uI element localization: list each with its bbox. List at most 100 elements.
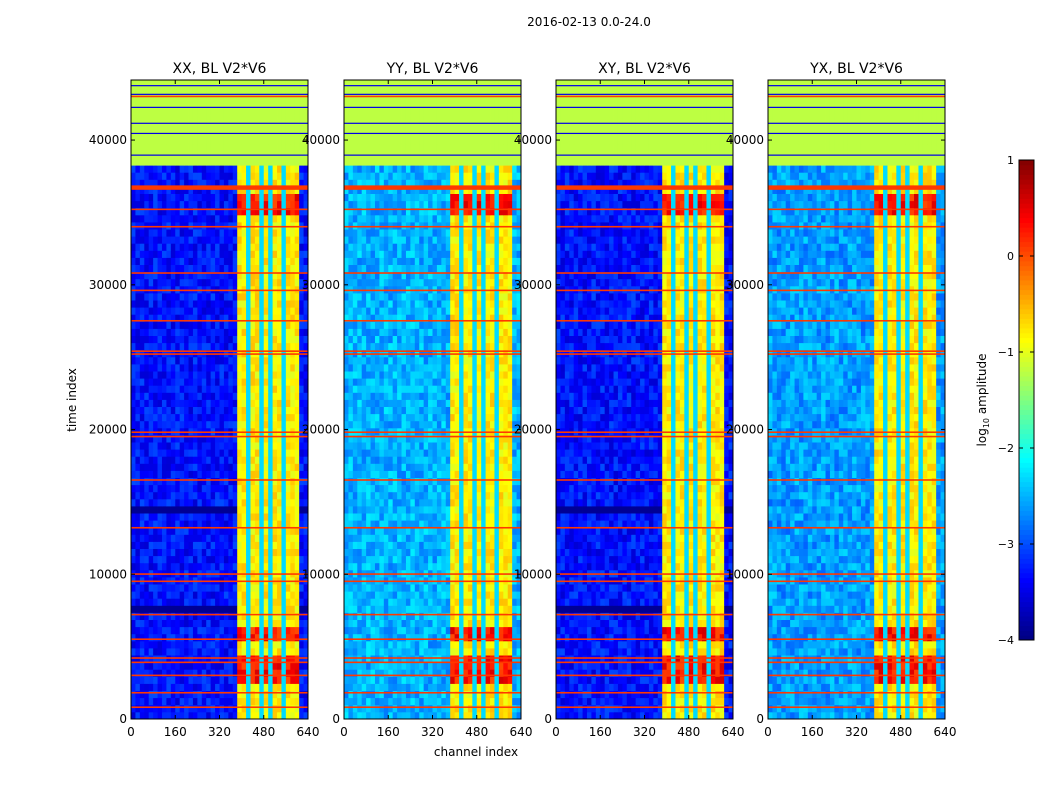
heatmap-cell	[436, 626, 442, 635]
heatmap-cell	[215, 491, 220, 500]
heatmap-cell	[241, 626, 247, 635]
heatmap-cell	[419, 527, 425, 535]
heatmap-cell	[383, 548, 389, 557]
heatmap-cell	[352, 513, 358, 521]
heatmap-cell	[175, 612, 181, 620]
heatmap-cell	[290, 477, 296, 486]
heatmap-cell	[379, 598, 385, 606]
heatmap-cell	[467, 633, 473, 642]
heatmap-cell	[348, 640, 354, 649]
heatmap-cell	[232, 385, 238, 393]
heatmap-cell	[268, 591, 273, 599]
heatmap-cell	[277, 307, 282, 315]
heatmap-cell	[161, 328, 167, 336]
heatmap-cell	[139, 229, 145, 237]
x-tick-label: 320	[208, 725, 231, 739]
heatmap-cell	[259, 541, 265, 549]
heatmap-cell	[215, 271, 220, 280]
heatmap-cell	[206, 222, 212, 230]
heatmap-cell	[290, 513, 296, 521]
heatmap-cell	[383, 619, 389, 628]
heatmap-cell	[303, 122, 309, 131]
heatmap-cell	[153, 442, 158, 450]
heatmap-cell	[201, 470, 207, 478]
heatmap-cell	[303, 555, 309, 564]
heatmap-cell	[476, 619, 482, 628]
heatmap-cell	[250, 690, 256, 699]
heatmap-cell	[277, 80, 282, 88]
heatmap-cell	[405, 548, 411, 557]
heatmap-cell	[210, 364, 216, 372]
heatmap-cell	[161, 655, 167, 663]
heatmap-cell	[139, 293, 145, 301]
heatmap-cell	[135, 108, 141, 116]
heatmap-cell	[494, 619, 500, 628]
heatmap-cell	[175, 442, 181, 450]
heatmap-cell	[263, 477, 269, 486]
heatmap-cell	[268, 598, 273, 606]
heatmap-cell	[383, 527, 389, 535]
heatmap-cell	[144, 236, 150, 244]
heatmap-cell	[494, 669, 500, 677]
heatmap-cell	[299, 690, 304, 699]
heatmap-cell	[281, 136, 287, 145]
heatmap-cell	[206, 214, 212, 223]
heatmap-cell	[157, 449, 163, 457]
heatmap-cell	[175, 477, 181, 486]
heatmap-cell	[237, 662, 243, 670]
heatmap-cell	[219, 80, 225, 88]
heatmap-cell	[223, 513, 229, 521]
heatmap-cell	[268, 676, 273, 684]
heatmap-cell	[250, 293, 256, 301]
heatmap-cell	[215, 584, 220, 592]
heatmap-cell	[268, 541, 273, 549]
heatmap-cell	[516, 640, 522, 649]
heatmap-cell	[428, 655, 433, 663]
heatmap-cell	[299, 619, 304, 628]
heatmap-cell	[401, 690, 407, 699]
heatmap-cell	[299, 506, 304, 514]
heatmap-cell	[294, 484, 300, 493]
heatmap-cell	[223, 115, 229, 123]
heatmap-cell	[188, 598, 194, 606]
heatmap-cell	[161, 683, 167, 691]
heatmap-cell	[192, 385, 198, 393]
heatmap-cell	[232, 87, 238, 95]
heatmap-cell	[139, 143, 145, 152]
heatmap-cell	[161, 555, 167, 564]
heatmap-cell	[188, 143, 194, 152]
heatmap-cell	[476, 562, 482, 571]
heatmap-cell	[184, 591, 189, 599]
heatmap-cell	[263, 378, 269, 386]
heatmap-cell	[210, 598, 216, 606]
heatmap-cell	[237, 711, 243, 720]
heatmap-cell	[192, 498, 198, 507]
heatmap-cell	[219, 328, 225, 336]
heatmap-cell	[299, 598, 304, 606]
heatmap-cell	[148, 498, 154, 507]
heatmap-cell	[223, 470, 229, 478]
heatmap-cell	[184, 385, 189, 393]
heatmap-cell	[237, 307, 243, 315]
heatmap-cell	[463, 534, 469, 542]
heatmap-cell	[357, 626, 363, 635]
heatmap-cell	[281, 534, 287, 542]
heatmap-cell	[135, 271, 141, 280]
heatmap-cell	[197, 172, 203, 180]
heatmap-cell	[272, 214, 278, 223]
heatmap-cell	[450, 704, 456, 713]
heatmap-cell	[223, 648, 229, 656]
heatmap-cell	[432, 555, 438, 564]
heatmap-cell	[285, 477, 291, 486]
heatmap-cell	[228, 690, 234, 699]
heatmap-cell	[401, 527, 407, 535]
heatmap-cell	[428, 605, 433, 613]
heatmap-cell	[379, 711, 385, 720]
heatmap-cell	[237, 491, 243, 500]
heatmap-cell	[153, 264, 158, 273]
heatmap-cell	[246, 101, 251, 109]
heatmap-cell	[294, 442, 300, 450]
heatmap-cell	[423, 655, 429, 663]
heatmap-cell	[290, 406, 296, 415]
heatmap-cell	[507, 555, 513, 564]
